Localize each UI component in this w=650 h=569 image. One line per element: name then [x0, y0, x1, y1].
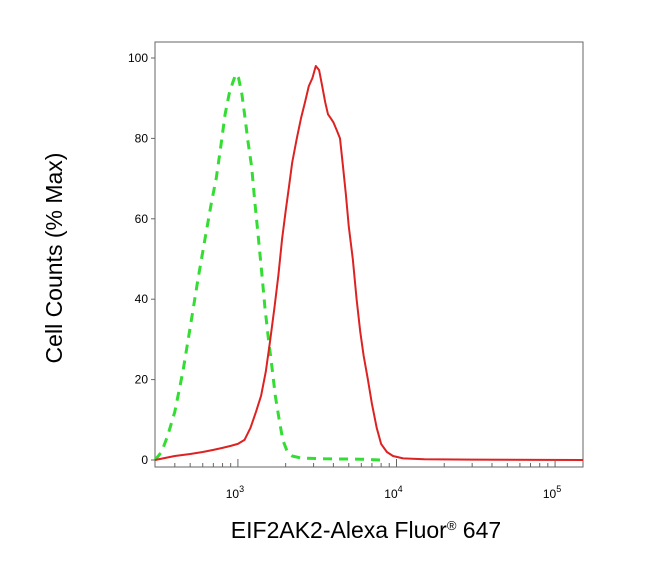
y-tick-label: 80 — [135, 131, 149, 145]
x-tick-exponent: 3 — [239, 484, 244, 494]
y-tick-label: 100 — [128, 51, 148, 65]
x-tick-base: 10 — [543, 487, 557, 501]
x-tick-exponent: 5 — [556, 484, 561, 494]
series-group — [153, 65, 584, 462]
x-axis-title-main: EIF2AK2-Alexa Fluor — [231, 517, 447, 543]
y-axis-ticks: 0 20 40 60 80 100 — [128, 51, 155, 467]
y-axis-title: Cell Counts (% Max) — [41, 153, 67, 364]
x-axis-title-suffix: 647 — [456, 517, 501, 543]
plot-frame — [154, 41, 584, 468]
y-tick-label: 60 — [135, 212, 149, 226]
y-tick-label: 0 — [141, 453, 148, 467]
registered-mark: ® — [447, 518, 457, 533]
x-tick-exponent: 4 — [398, 484, 403, 494]
x-tick-label: 103 — [226, 484, 244, 501]
series-line-1-dashed — [153, 72, 382, 462]
x-tick-base: 10 — [226, 487, 240, 501]
y-tick-label: 20 — [135, 373, 149, 387]
x-axis-ticks: 103 104 105 — [154, 459, 561, 501]
x-axis-title: EIF2AK2-Alexa Fluor® 647 — [231, 517, 501, 543]
y-tick-label: 40 — [135, 292, 149, 306]
series-line-2-solid — [154, 65, 584, 461]
x-tick-label: 105 — [543, 484, 561, 501]
x-tick-label: 104 — [384, 484, 402, 501]
x-tick-base: 10 — [384, 487, 398, 501]
